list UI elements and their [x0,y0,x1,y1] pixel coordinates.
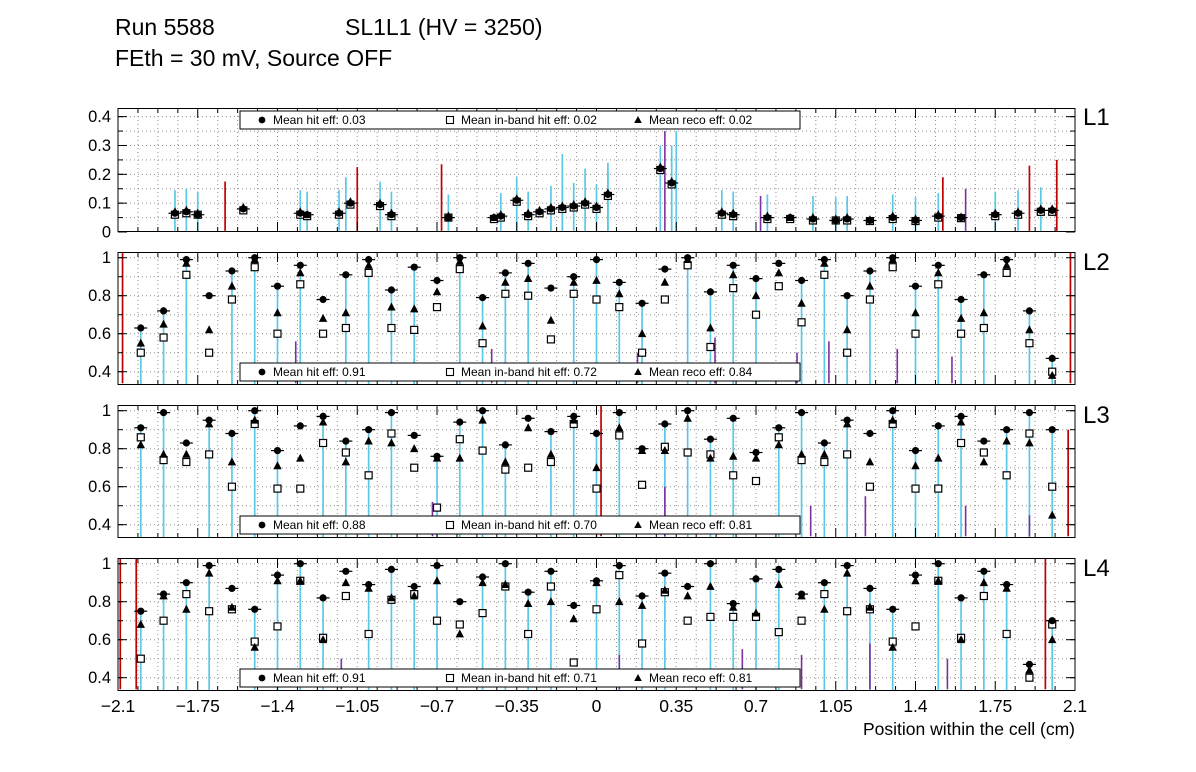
hit-markers [134,407,1059,460]
legend: Mean hit eff: 0.03 Mean in-band hit eff: … [239,110,801,130]
error-bars-purple [664,131,967,231]
svg-text:1.05: 1.05 [819,696,853,716]
panel-chart-L3: 0.4 0.6 0.8 1 Mean hit eff: 0.88 Mean in-band… [88,402,1076,538]
panel-chart-L1: 0 0.1 0.2 0.3 0.4 Mean hit eff: 0.03 Mean in-b… [88,108,1076,242]
svg-text:Mean in-band hit eff: 0.02: Mean in-band hit eff: 0.02 [461,113,597,127]
run-title: Run 5588 [115,14,215,40]
hit-markers [134,560,1059,668]
svg-text:−1.05: −1.05 [335,696,379,716]
svg-text:0.4: 0.4 [88,669,111,687]
reco-markers [136,568,1057,674]
svg-text:Mean reco eff: 0.02: Mean reco eff: 0.02 [649,113,753,127]
panel-label-L2: L2 [1083,249,1110,276]
hit-markers [134,254,1059,362]
svg-text:Mean in-band hit eff: 0.71: Mean in-band hit eff: 0.71 [461,671,597,685]
svg-text:0.6: 0.6 [88,478,111,496]
plot-frame [117,558,1076,691]
svg-text:1: 1 [102,249,111,267]
error-bars-red [224,159,1058,231]
svg-text:0.4: 0.4 [88,516,111,534]
error-bars-red [600,405,1070,537]
svg-text:Mean in-band hit eff: 0.70: Mean in-band hit eff: 0.70 [461,518,597,532]
svg-text:2.1: 2.1 [1063,696,1087,716]
svg-text:0.8: 0.8 [88,287,111,305]
conditions-subtitle: FEth = 30 mV, Source OFF [115,45,393,71]
svg-text:−1.4: −1.4 [260,696,295,716]
panel-chart-L2: 0.4 0.6 0.8 1 Mean hit eff: 0.91 Mean in-band… [88,249,1076,385]
svg-text:Mean in-band hit eff: 0.72: Mean in-band hit eff: 0.72 [461,365,597,379]
svg-text:0: 0 [102,224,111,242]
y-tick-labels: 0 0.1 0.2 0.3 0.4 [88,108,111,241]
svg-text:0.6: 0.6 [88,631,111,649]
plot-header: Run 5588 SL1L1 (HV = 3250) FEth = 30 mV, … [115,12,543,74]
svg-text:0.2: 0.2 [88,166,111,184]
legend: Mean hit eff: 0.91 Mean in-band hit eff: … [239,362,801,382]
svg-text:Mean reco eff: 0.81: Mean reco eff: 0.81 [649,518,753,532]
inband-markers [136,261,1057,376]
reco-markers [136,255,1057,379]
y-tick-labels: 0.4 0.6 0.8 1 [88,555,111,687]
header-line-1: Run 5588 SL1L1 (HV = 3250) [115,12,543,43]
panel-label-L3: L3 [1083,402,1110,429]
legend: Mean hit eff: 0.88 Mean in-band hit eff: … [239,515,801,535]
x-axis: Position within the cell (cm) −2.1 −1.75−… [101,696,1087,739]
svg-text:0: 0 [592,696,602,716]
x-axis-title: Position within the cell (cm) [863,719,1075,739]
panel-label-L4: L4 [1083,555,1110,582]
panel-chart-L4: 0.4 0.6 0.8 1 Mean hit eff: 0.91 Mean in-band… [88,555,1076,691]
svg-text:Mean hit eff: 0.88: Mean hit eff: 0.88 [273,518,366,532]
svg-text:0.1: 0.1 [88,195,111,213]
svg-text:0.4: 0.4 [88,108,111,126]
svg-text:1: 1 [102,555,111,573]
svg-text:Mean hit eff: 0.91: Mean hit eff: 0.91 [273,365,366,379]
svg-text:−0.7: −0.7 [420,696,455,716]
svg-text:Mean hit eff: 0.03: Mean hit eff: 0.03 [273,113,366,127]
svg-text:Mean hit eff: 0.91: Mean hit eff: 0.91 [273,671,366,685]
x-tick-labels: −2.1 −1.75 −1.4 −1.05 −0.7 −0.35 0 0.35 0.7 1.05 1… [101,696,1087,716]
svg-text:0.3: 0.3 [88,137,111,155]
svg-text:0.6: 0.6 [88,325,111,343]
svg-text:0.7: 0.7 [744,696,768,716]
svg-text:Mean reco eff: 0.84: Mean reco eff: 0.84 [649,365,753,379]
svg-text:1: 1 [102,402,111,420]
svg-text:0.8: 0.8 [88,593,111,611]
svg-text:−1.75: −1.75 [176,696,220,716]
hit-markers [168,164,1059,225]
error-bars-red [119,558,1047,690]
panel-label-L1: L1 [1083,104,1110,131]
legend: Mean hit eff: 0.91 Mean in-band hit eff: … [239,668,801,688]
svg-text:1.4: 1.4 [903,696,928,716]
svg-text:−2.1: −2.1 [101,696,136,716]
svg-text:0.4: 0.4 [88,363,111,381]
svg-text:Mean reco eff: 0.81: Mean reco eff: 0.81 [649,671,753,685]
error-bars-red [121,252,1072,384]
y-tick-labels: 0.4 0.6 0.8 1 [88,249,111,381]
y-tick-labels: 0.4 0.6 0.8 1 [88,402,111,534]
superlayer-title: SL1L1 (HV = 3250) [345,14,543,40]
plot-frame [117,405,1076,538]
svg-text:0.8: 0.8 [88,440,111,458]
error-bars-cyan [174,131,1042,231]
svg-text:−0.35: −0.35 [495,696,539,716]
svg-text:1.75: 1.75 [978,696,1012,716]
svg-text:0.35: 0.35 [659,696,693,716]
